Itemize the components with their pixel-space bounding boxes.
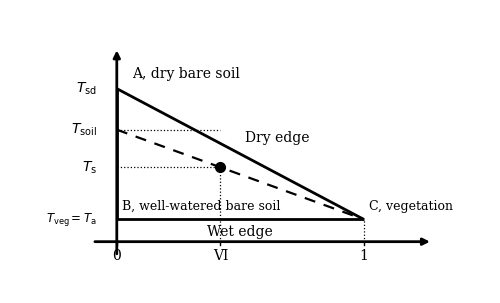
Text: Dry edge: Dry edge: [245, 131, 310, 145]
Text: 1: 1: [359, 249, 368, 263]
Text: C, vegetation: C, vegetation: [368, 200, 452, 213]
Text: $T_{\sf soil}$: $T_{\sf soil}$: [71, 122, 97, 138]
Text: B, well-watered bare soil: B, well-watered bare soil: [122, 200, 280, 213]
Text: VI: VI: [213, 249, 228, 263]
Text: Wet edge: Wet edge: [208, 225, 273, 239]
Text: A, dry bare soil: A, dry bare soil: [132, 67, 240, 81]
Text: 0: 0: [112, 249, 121, 263]
Text: $T_{\sf s}$: $T_{\sf s}$: [82, 159, 97, 175]
Text: $T_{\sf sd}$: $T_{\sf sd}$: [76, 80, 97, 97]
Text: $T_{\sf veg}{=}T_{\sf a}$: $T_{\sf veg}{=}T_{\sf a}$: [46, 211, 97, 228]
